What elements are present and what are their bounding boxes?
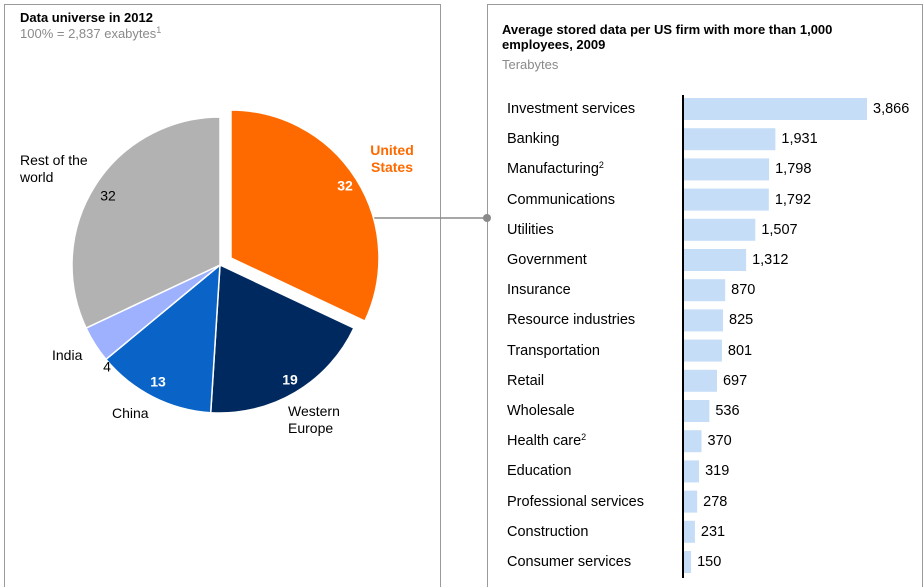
category-name: Manufacturing	[507, 161, 599, 178]
bar	[684, 490, 698, 513]
category-name: Government	[507, 252, 587, 268]
category-name: Professional services	[507, 493, 644, 510]
category-label: Banking	[507, 130, 559, 148]
bar	[684, 98, 867, 120]
value-label: 825	[729, 312, 754, 329]
bar	[684, 158, 770, 181]
bar	[684, 339, 722, 362]
bar	[684, 128, 776, 151]
bar	[684, 551, 692, 573]
value-label: 1,798	[775, 161, 812, 178]
category-name: Banking	[507, 131, 560, 148]
category-label: Insurance	[507, 281, 571, 299]
category-label: Investment services	[507, 100, 635, 118]
bar-subtitle: Terabytes	[502, 57, 559, 72]
value-label: 3,866	[873, 101, 910, 117]
category-label: Transportation	[507, 342, 600, 360]
category-label: Construction	[507, 523, 588, 541]
footnote: 2	[598, 160, 604, 171]
category-label: Education	[507, 462, 572, 480]
category-name: Communications	[507, 191, 615, 208]
bar-title: Average stored data per US firm with mor…	[502, 22, 833, 52]
slice-label: Western Europe	[288, 403, 340, 436]
category-name: Construction	[507, 523, 589, 540]
bar	[684, 279, 726, 302]
value-label: 801	[727, 342, 753, 359]
footnote: 2	[581, 432, 587, 443]
category-label: Utilities	[507, 221, 554, 239]
bar	[684, 249, 747, 271]
value-label: 278	[703, 493, 728, 510]
value-label: 1,792	[774, 191, 812, 208]
category-label: Professional services	[507, 493, 644, 511]
category-label: Resource industries	[507, 311, 635, 329]
value-label: 1,931	[781, 131, 818, 148]
bar	[684, 520, 695, 543]
value-label: 1,507	[761, 221, 798, 238]
value-label: 697	[722, 372, 748, 389]
pie-slice	[71, 116, 221, 330]
bar	[684, 400, 710, 422]
bar	[684, 309, 724, 332]
slice-value: 32	[100, 188, 116, 204]
category-name: Resource industries	[507, 312, 636, 329]
slice-value: 4	[103, 359, 111, 375]
pie-subtitle: 100% = 2,837 exabytes	[20, 26, 157, 41]
slice-label: China	[112, 405, 149, 421]
pie-subtitle-wrap: 100% = 2,837 exabytes1	[20, 25, 162, 42]
pie-slice	[209, 263, 355, 414]
left-panel	[4, 4, 441, 587]
category-label: Health care2	[507, 432, 586, 450]
value-label: 231	[700, 523, 726, 540]
slice-value: 13	[150, 374, 166, 390]
category-name: Wholesale	[507, 403, 575, 419]
category-label: Retail	[507, 372, 544, 390]
category-name: Utilities	[507, 221, 554, 238]
category-name: Investment services	[507, 101, 636, 117]
category-name: Retail	[507, 372, 545, 389]
category-name: Transportation	[507, 342, 600, 359]
bar	[684, 460, 700, 483]
slice-label: India	[52, 347, 83, 363]
bar	[684, 430, 702, 453]
value-label: 1,312	[752, 252, 789, 268]
value-label: 870	[731, 282, 756, 299]
bar	[684, 188, 769, 211]
bar	[684, 369, 717, 392]
value-label: 536	[715, 403, 740, 419]
slice-value: 19	[282, 372, 298, 388]
category-label: Communications	[507, 191, 615, 209]
category-label: Wholesale	[507, 402, 575, 420]
slice-label: United States	[370, 142, 414, 175]
bar	[684, 218, 756, 241]
slice-label: Rest of the world	[20, 152, 88, 185]
category-label: Manufacturing2	[507, 160, 604, 178]
category-name: Insurance	[507, 282, 571, 299]
category-label: Consumer services	[507, 553, 631, 571]
pie-title: Data universe in 2012	[20, 10, 153, 25]
category-name: Consumer services	[507, 554, 632, 570]
pie-slice	[230, 109, 380, 323]
value-label: 319	[705, 463, 730, 480]
value-label: 370	[707, 433, 732, 450]
category-name: Education	[507, 463, 572, 480]
slice-value: 32	[337, 178, 353, 194]
category-name: Health care	[507, 433, 582, 450]
footnote: 1	[156, 25, 162, 35]
category-label: Government	[507, 251, 587, 269]
value-label: 150	[697, 554, 722, 570]
pie-slice	[104, 263, 221, 414]
connector-dot	[483, 214, 491, 222]
